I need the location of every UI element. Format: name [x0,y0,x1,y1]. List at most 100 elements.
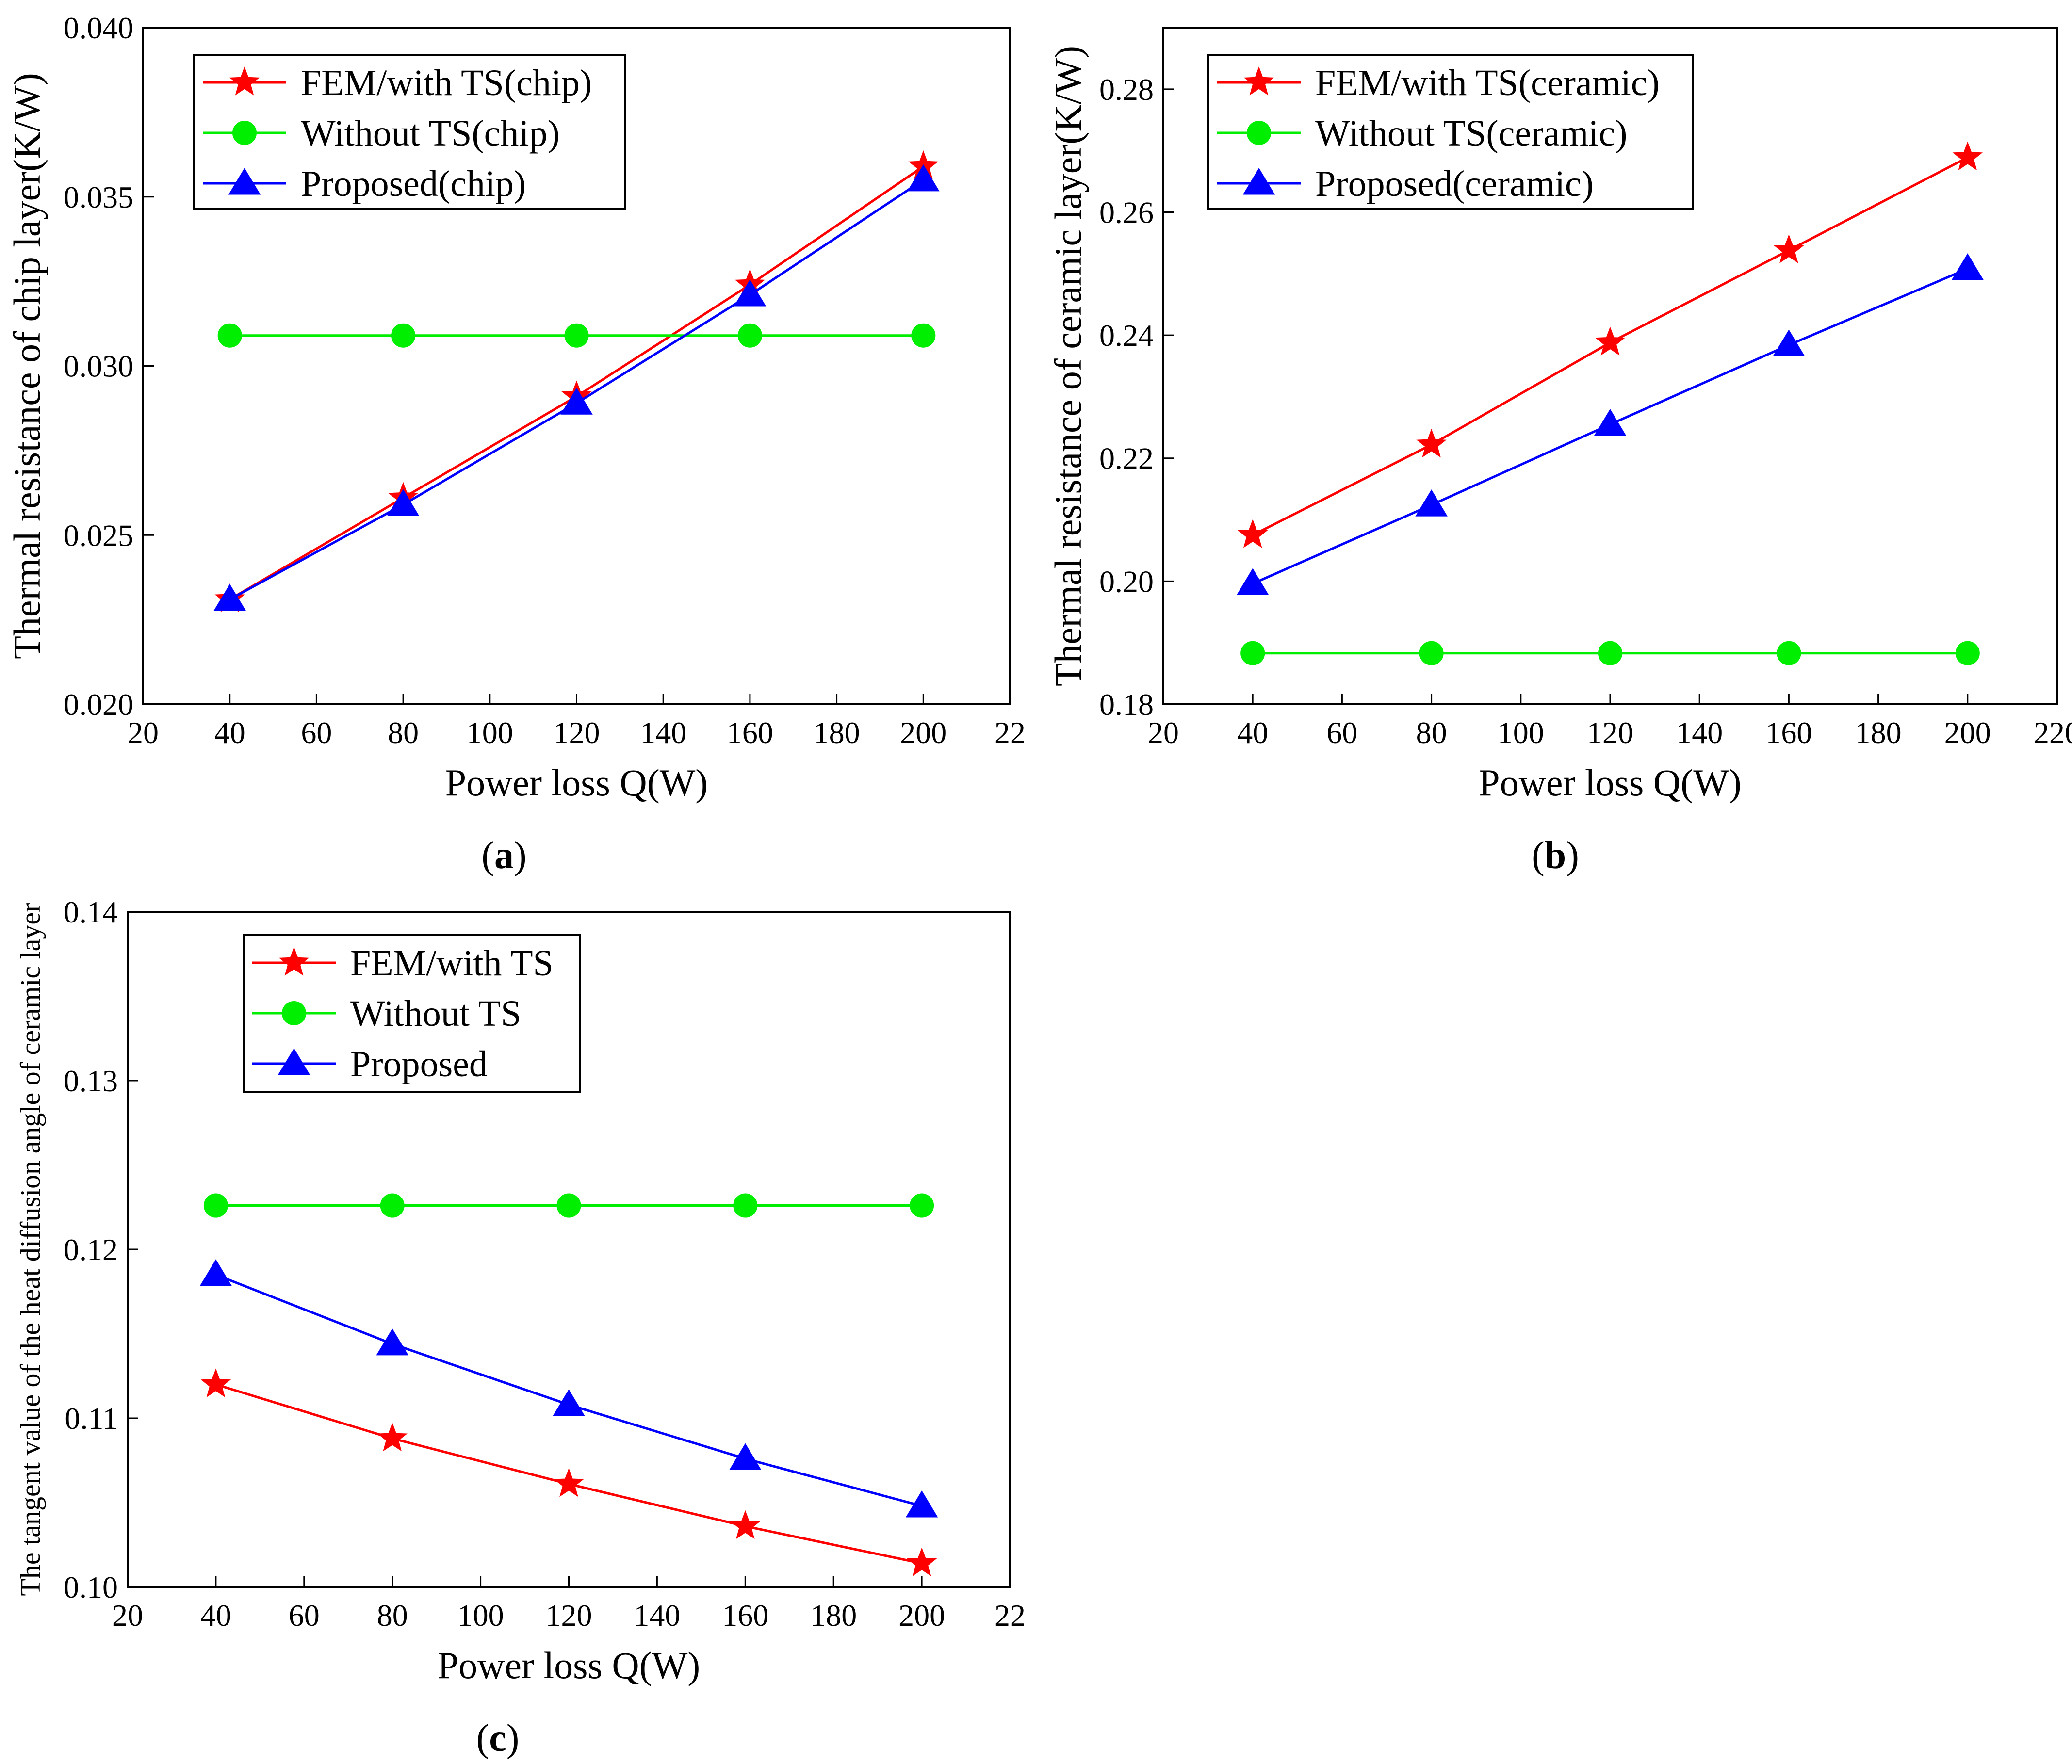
data-point [734,279,767,307]
data-point [213,583,246,611]
chart-panel-a: 20 40 60 80 100 120 140 160 180 200 22 0.020 0.025 0.… [6,11,1026,877]
x-tick-label: 200 [900,715,946,750]
x-tick-label: 140 [640,715,686,750]
series-circle [1240,641,1980,665]
x-tick-label: 20 [112,1598,143,1633]
legend-item: Without TS(chip) [203,113,560,154]
y-axis-label: Thermal resistance of chip layer(K/W) [6,73,48,659]
series-circle [203,1193,934,1218]
x-tick-label: 22 [995,715,1026,750]
y-tick-label: 0.040 [64,11,133,45]
x-tick-label: 220 [2034,715,2072,750]
data-point [729,1443,762,1471]
y-tick-label: 0.030 [64,349,133,384]
data-point [553,1389,585,1416]
data-point [907,164,940,192]
legend-label: Proposed [350,1044,488,1084]
x-tick-label: 200 [898,1598,945,1633]
x-tick-label: 120 [554,715,600,750]
data-point [377,1422,408,1452]
x-tick-label: 100 [467,715,513,750]
legend-marker [232,121,257,145]
y-axis-label: Thermal resistance of ceramic layer(K/W) [1047,46,1089,686]
data-point [910,1193,934,1218]
data-point [1598,641,1622,665]
legend-marker [228,168,261,195]
y-tick-label: 0.26 [1099,195,1154,229]
data-point [1416,428,1447,458]
legend-label: Without TS(chip) [301,113,560,154]
x-tick-label: 20 [128,715,159,750]
x-axis-label: Power loss Q(W) [445,761,708,804]
x-tick-label: 140 [634,1598,680,1633]
x-tick-label: 60 [289,1598,320,1633]
series-star [200,1368,937,1576]
legend-marker [1242,168,1275,195]
x-tick-label: 100 [457,1598,504,1633]
legend-label: Proposed(chip) [301,163,526,204]
x-tick-label: 60 [1326,715,1357,750]
data-point [1955,641,1980,665]
legend-item: Without TS [252,993,521,1034]
x-tick-label: 80 [377,1598,408,1633]
y-tick-label: 0.10 [64,1570,118,1604]
y-tick-label: 0.18 [1099,687,1154,722]
data-point [564,323,589,348]
data-point [556,1193,581,1218]
legend-label: FEM/with TS(chip) [301,63,592,103]
legend-label: FEM/with TS(ceramic) [1315,63,1660,103]
legend-label: Without TS(ceramic) [1315,113,1627,154]
y-tick-label: 0.22 [1099,441,1154,476]
legend-marker [277,1048,310,1075]
x-tick-label: 40 [214,715,245,750]
series-star [1237,141,1983,548]
series-triangle [199,1259,938,1518]
data-point [1415,489,1448,517]
data-point [1594,409,1627,436]
x-tick-label: 60 [301,715,332,750]
data-point [1774,234,1804,263]
series-star [214,150,939,613]
y-tick-label: 0.24 [1099,318,1154,353]
legend-label: FEM/with TS [350,943,554,984]
panel-caption-letter: c [489,1717,506,1760]
y-tick-label: 0.020 [64,687,133,722]
data-point [1419,641,1444,665]
x-tick-label: 20 [1148,715,1179,750]
x-tick-label: 80 [1416,715,1447,750]
series-triangle [1236,253,1984,595]
panel-caption: (b) [1532,834,1579,877]
data-point [733,1193,758,1218]
x-tick-label: 200 [1944,715,1991,750]
y-tick-label: 0.025 [64,518,133,552]
panel-caption: (c) [476,1717,520,1760]
data-point [560,388,593,415]
data-point [1951,253,1984,280]
y-axis-label: The tangent value of the heat diffusion … [15,903,46,1596]
legend-item: Without TS(ceramic) [1217,113,1627,154]
x-tick-label: 180 [814,715,860,750]
legend-item: Proposed [252,1044,488,1084]
legend-item: Proposed(ceramic) [1217,163,1594,204]
data-point [200,1368,231,1398]
chart-panel-c: 20 40 60 80 100 120 140 160 180 200 22 0.10 0.11 0.12… [15,895,1026,1760]
legend-label: Without TS [350,993,521,1034]
legend-marker [278,947,310,976]
data-point [1777,641,1801,665]
series-triangle [213,164,940,611]
panel-caption: (a) [481,834,526,877]
data-point [1236,568,1269,595]
x-tick-label: 40 [200,1598,231,1633]
x-tick-label: 120 [546,1598,592,1633]
data-point [911,323,936,348]
legend: FEM/with TS(ceramic) Without TS(ceramic) P… [1207,54,1694,210]
x-tick-label: 180 [810,1598,857,1633]
data-point [387,489,420,516]
data-point [203,1193,228,1218]
x-tick-label: 40 [1237,715,1268,750]
legend: FEM/with TS(chip) Without TS(chip) Propose… [193,54,626,210]
x-axis-label: Power loss Q(W) [438,1644,701,1686]
x-tick-label: 22 [995,1598,1026,1633]
data-point [1237,519,1268,548]
x-tick-label: 120 [1587,715,1633,750]
